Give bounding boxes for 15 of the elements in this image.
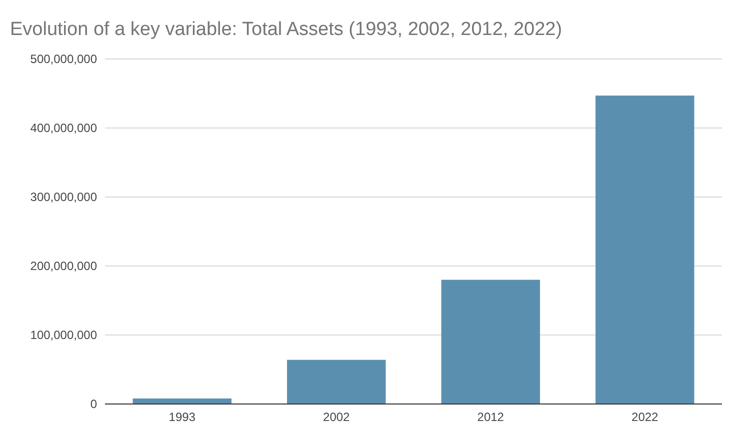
y-tick-label: 500,000,000 — [30, 52, 98, 66]
bar — [132, 398, 232, 404]
x-tick-label: 2022 — [632, 410, 659, 424]
x-tick-label: 1993 — [168, 410, 196, 424]
bar — [287, 360, 386, 404]
bar — [441, 280, 540, 404]
y-tick-label: 200,000,000 — [30, 259, 98, 274]
y-tick-label: 400,000,000 — [30, 121, 98, 136]
x-tick-label: 2002 — [323, 410, 350, 424]
chart-title: Evolution of a key variable: Total Assets (1993, 2002, 2012, 2022) — [10, 19, 562, 40]
x-tick-label: 2012 — [477, 410, 504, 424]
y-tick-label: 100,000,000 — [30, 328, 98, 342]
y-tick-label: 300,000,000 — [30, 190, 98, 204]
bar — [596, 96, 694, 404]
y-tick-label: 0 — [90, 397, 98, 412]
